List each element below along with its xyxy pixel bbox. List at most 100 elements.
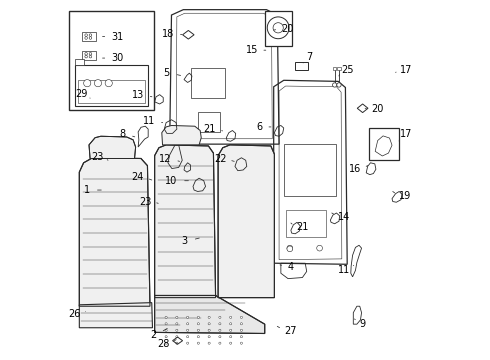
Circle shape (208, 323, 210, 325)
Bar (78, 80, 145, 103)
Bar (82, 32, 96, 41)
Circle shape (165, 342, 167, 344)
Text: 2: 2 (150, 330, 156, 340)
Text: 19: 19 (399, 191, 412, 201)
Bar (265, 12, 292, 45)
Text: 24: 24 (131, 172, 144, 182)
Text: 12: 12 (159, 154, 171, 164)
Text: 7: 7 (307, 52, 313, 62)
Circle shape (165, 316, 167, 319)
Circle shape (333, 83, 337, 87)
Circle shape (187, 323, 189, 325)
Text: 30: 30 (112, 53, 124, 63)
Circle shape (337, 83, 341, 87)
Circle shape (187, 329, 189, 331)
Text: 8: 8 (120, 129, 126, 139)
Circle shape (208, 336, 210, 338)
Circle shape (230, 329, 232, 331)
Text: 11: 11 (338, 265, 350, 275)
Circle shape (105, 80, 112, 87)
Circle shape (208, 329, 210, 331)
Bar (69, 12, 153, 110)
Circle shape (176, 323, 178, 325)
Circle shape (287, 246, 293, 252)
Circle shape (89, 53, 92, 55)
Circle shape (240, 342, 243, 344)
Bar (333, 67, 337, 69)
Circle shape (267, 17, 289, 39)
Circle shape (89, 55, 92, 58)
Text: 31: 31 (112, 32, 124, 41)
Circle shape (230, 342, 232, 344)
Bar (191, 68, 225, 98)
Circle shape (240, 329, 243, 331)
Polygon shape (155, 145, 216, 298)
Text: 27: 27 (285, 325, 297, 336)
Circle shape (273, 23, 283, 33)
Circle shape (89, 37, 92, 39)
Bar (286, 211, 326, 237)
Circle shape (85, 37, 87, 39)
Bar (368, 128, 399, 160)
Circle shape (317, 245, 322, 251)
Text: 11: 11 (143, 116, 155, 126)
Circle shape (187, 316, 189, 319)
Circle shape (197, 329, 199, 331)
Text: 20: 20 (371, 104, 384, 114)
Circle shape (219, 329, 221, 331)
Circle shape (176, 342, 178, 344)
Text: 1: 1 (84, 185, 90, 195)
Text: 10: 10 (165, 176, 177, 186)
Bar (198, 112, 220, 132)
Circle shape (165, 329, 167, 331)
Text: 22: 22 (214, 154, 226, 164)
Text: 16: 16 (349, 163, 362, 174)
Circle shape (165, 323, 167, 325)
Circle shape (85, 34, 87, 36)
Text: 23: 23 (91, 152, 103, 162)
Bar (74, 59, 84, 65)
Text: 9: 9 (360, 319, 366, 329)
Circle shape (95, 80, 101, 87)
Bar (295, 62, 308, 69)
Circle shape (240, 336, 243, 338)
Polygon shape (79, 158, 150, 306)
Text: 29: 29 (75, 89, 88, 99)
Circle shape (176, 316, 178, 319)
Polygon shape (79, 303, 152, 328)
Circle shape (240, 316, 243, 319)
Text: 26: 26 (69, 310, 81, 319)
Text: 15: 15 (246, 45, 259, 55)
Text: 5: 5 (164, 68, 170, 78)
Text: 23: 23 (139, 197, 152, 207)
Circle shape (230, 336, 232, 338)
Circle shape (84, 80, 91, 87)
Circle shape (89, 34, 92, 36)
Bar (285, 144, 337, 196)
Circle shape (187, 336, 189, 338)
Circle shape (230, 316, 232, 319)
Bar (74, 65, 148, 107)
Circle shape (85, 55, 87, 58)
Text: 21: 21 (296, 222, 308, 232)
Text: 4: 4 (288, 262, 294, 272)
Circle shape (287, 245, 293, 251)
Circle shape (197, 342, 199, 344)
Circle shape (208, 342, 210, 344)
Circle shape (240, 323, 243, 325)
Circle shape (165, 336, 167, 338)
Text: 3: 3 (181, 236, 188, 246)
Circle shape (176, 329, 178, 331)
Circle shape (208, 316, 210, 319)
Circle shape (197, 323, 199, 325)
Circle shape (219, 316, 221, 319)
Circle shape (197, 336, 199, 338)
Polygon shape (89, 136, 136, 158)
Circle shape (176, 336, 178, 338)
Circle shape (219, 342, 221, 344)
Text: 6: 6 (256, 122, 262, 132)
Polygon shape (162, 126, 201, 145)
Text: 18: 18 (162, 29, 174, 39)
Bar (82, 51, 96, 59)
Circle shape (230, 323, 232, 325)
